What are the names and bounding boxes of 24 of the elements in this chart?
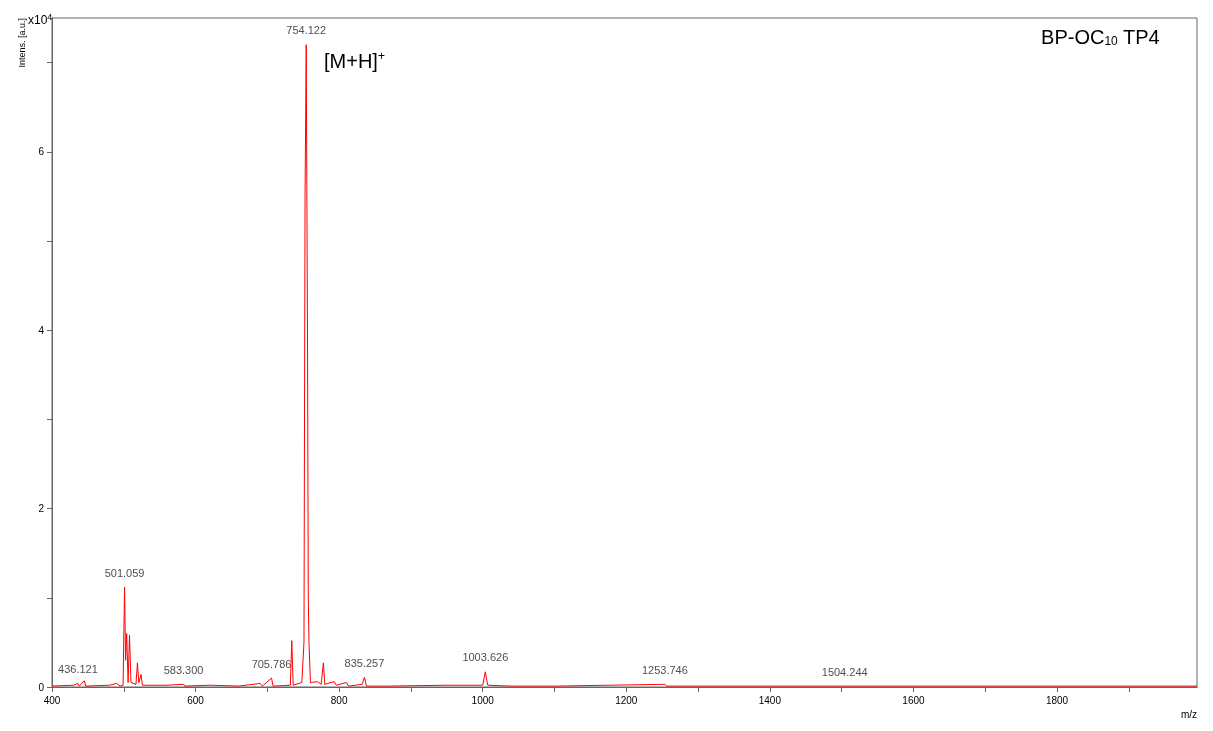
annotation: [M+H]+ [324, 49, 385, 72]
y-tick-label: 4 [38, 324, 45, 336]
annotation: 1504.244 [821, 665, 868, 678]
y-axis-title: Intens. [a.u.] [16, 18, 27, 68]
x-tick-label: 400 [43, 694, 61, 706]
x-tick-label: 1200 [615, 694, 638, 706]
annotation: 835.257 [344, 656, 385, 669]
x-tick-label: 1400 [758, 694, 782, 706]
x-tick-label: 1600 [902, 694, 925, 706]
y-tick-label: 0 [38, 681, 45, 693]
annotation: 501.059 [104, 566, 145, 579]
x-axis-title: m/z [1180, 708, 1197, 720]
x-tick-label: 800 [330, 694, 348, 706]
x-tick-label: 1800 [1045, 694, 1069, 706]
y-tick-label: 6 [38, 146, 45, 158]
x-tick-label: 600 [187, 694, 205, 706]
annotation: 754.122 [286, 24, 327, 37]
x-tick-label: 1000 [471, 694, 495, 706]
annotation: 1003.626 [462, 651, 509, 664]
chart-title: BP-OC10 TP4 [1041, 26, 1160, 48]
y-tick-label: 2 [38, 503, 45, 515]
annotation: 583.300 [163, 663, 204, 676]
annotation: 436.121 [58, 662, 98, 675]
annotation: 1253.746 [641, 663, 688, 676]
